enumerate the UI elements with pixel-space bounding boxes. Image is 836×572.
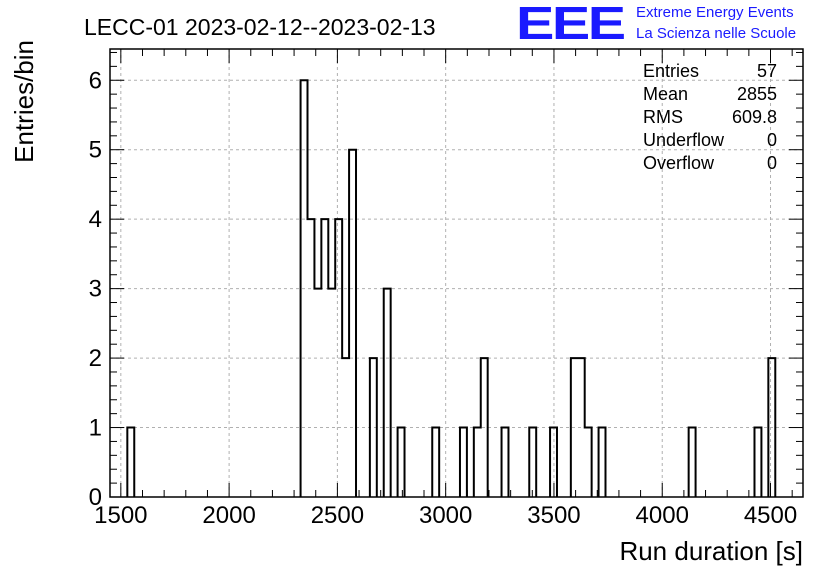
tick-labels: 1500 2000 2500 3000 3500 4000 4500 0 1 2 3 4 5 6 <box>89 67 798 529</box>
y-axis-label: Entries/bin <box>9 40 39 163</box>
histogram-bin <box>349 150 356 497</box>
stat-overflow-label: Overflow <box>643 153 715 173</box>
histogram-bin <box>384 289 391 497</box>
x-axis-label: Run duration [s] <box>619 536 803 566</box>
histogram-bin <box>460 428 467 497</box>
y-tick-label: 1 <box>89 415 102 442</box>
histogram-bin <box>754 428 761 497</box>
histogram-bin <box>599 428 606 497</box>
histogram-bin <box>689 428 696 497</box>
x-tick-label: 3500 <box>527 502 580 529</box>
stat-underflow-value: 0 <box>767 130 777 150</box>
x-tick-label: 1500 <box>94 502 147 529</box>
x-tick-label: 2000 <box>202 502 255 529</box>
histogram-bin <box>432 428 439 497</box>
histogram-bin <box>529 428 536 497</box>
histogram-bin <box>585 428 592 497</box>
stat-rms-value: 609.8 <box>732 107 777 127</box>
y-tick-label: 5 <box>89 137 102 164</box>
histogram-bin <box>502 428 509 497</box>
eee-logo-line1: Extreme Energy Events <box>636 4 794 21</box>
x-tick-label: 2500 <box>311 502 364 529</box>
histogram-outline <box>126 79 777 497</box>
y-tick-label: 4 <box>89 206 102 233</box>
eee-logo-line2: La Scienza nelle Scuole <box>636 25 797 42</box>
y-tick-label: 3 <box>89 276 102 303</box>
y-tick-label: 0 <box>89 484 102 511</box>
stats-box: Entries 57 Mean 2855 RMS 609.8 Underflow… <box>643 61 777 173</box>
histogram-bin <box>328 289 335 497</box>
y-tick-label: 2 <box>89 345 102 372</box>
plot-frame <box>109 48 804 498</box>
histogram-bin <box>127 428 134 497</box>
stat-rms-label: RMS <box>643 107 683 127</box>
chart-title: LECC-01 2023-02-12--2023-02-13 <box>84 14 436 40</box>
stat-entries-value: 57 <box>757 61 777 81</box>
x-tick-label: 3000 <box>419 502 472 529</box>
stat-mean-label: Mean <box>643 84 688 104</box>
histogram-bin <box>474 428 481 497</box>
stat-underflow-label: Underflow <box>643 130 725 150</box>
x-tick-label: 4500 <box>744 502 797 529</box>
stat-overflow-value: 0 <box>767 153 777 173</box>
histogram-bin <box>398 428 405 497</box>
stat-entries-label: Entries <box>643 61 699 81</box>
axis-ticks <box>110 49 803 498</box>
stat-mean-value: 2855 <box>737 84 777 104</box>
eee-logo: EEE <box>516 0 626 49</box>
grid-lines <box>110 49 803 497</box>
x-tick-label: 4000 <box>636 502 689 529</box>
y-tick-label: 6 <box>89 67 102 94</box>
histogram-bin <box>314 289 321 497</box>
